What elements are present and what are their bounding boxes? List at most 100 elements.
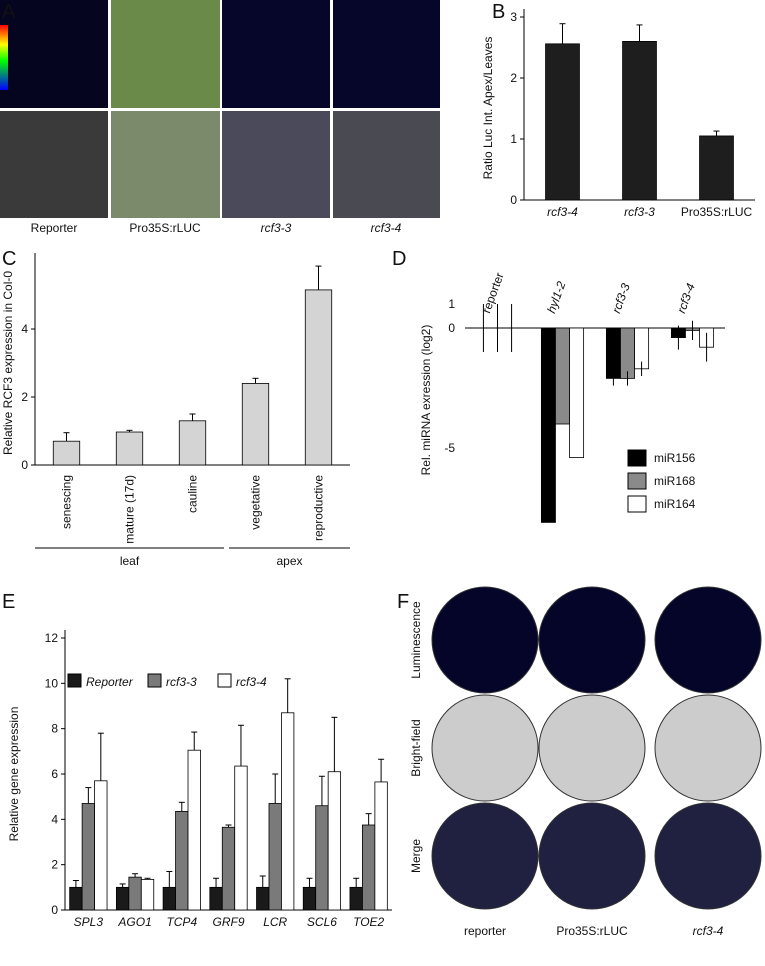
- y-tick-label: 1: [510, 132, 517, 146]
- panel-letter: A: [2, 1, 16, 23]
- x-tick-label: senescing: [60, 475, 74, 529]
- x-tick-label: cauline: [186, 475, 200, 513]
- y-tick-label: 2: [510, 71, 517, 85]
- x-tick-label: reproductive: [312, 475, 326, 541]
- legend-label: rcf3-3: [166, 675, 197, 689]
- x-tick-label: vegetative: [249, 475, 263, 530]
- y-tick-label: 4: [21, 322, 28, 336]
- bar: [115, 431, 144, 466]
- x-tick-label: rcf3-3: [624, 205, 655, 219]
- panel-letter: F: [397, 591, 409, 613]
- bar: [268, 803, 282, 911]
- legend-label: miR168: [654, 474, 696, 488]
- image-label: Reporter: [31, 221, 78, 235]
- x-tick-label: rcf3-3: [609, 281, 633, 315]
- bar: [115, 886, 130, 911]
- x-tick-label: SPL3: [74, 915, 104, 929]
- image: [333, 111, 440, 218]
- legend-swatch: [217, 673, 232, 688]
- bar: [241, 382, 270, 466]
- column-label: Pro35S:rLUC: [556, 924, 628, 938]
- y-tick-label: 6: [51, 767, 58, 781]
- bar: [622, 41, 657, 201]
- row-label: Bright-field: [409, 719, 423, 776]
- bar: [545, 43, 580, 201]
- legend-swatch: [67, 673, 82, 688]
- y-tick-label: 12: [45, 631, 59, 645]
- x-tick-label: rcf3-4: [674, 281, 698, 315]
- image: [333, 0, 440, 108]
- image: [538, 802, 646, 910]
- y-tick-label: 2: [51, 858, 58, 872]
- x-tick-label: LCR: [263, 915, 287, 929]
- panel-letter: B: [492, 1, 505, 23]
- x-tick-label: TOE2: [353, 915, 384, 929]
- image: [538, 694, 646, 802]
- bar: [327, 771, 342, 911]
- image: [538, 586, 646, 694]
- bar: [620, 327, 635, 379]
- y-tick-label: 4: [51, 812, 58, 826]
- image: [0, 0, 108, 108]
- bar: [52, 440, 81, 466]
- image: [654, 802, 762, 910]
- bar: [349, 886, 363, 911]
- image: [222, 111, 330, 218]
- bar: [162, 886, 176, 911]
- panel-letter: C: [2, 248, 16, 270]
- bar: [569, 327, 585, 459]
- image: [431, 586, 539, 694]
- y-axis-label: Rel. miRNA exression (log2): [419, 325, 433, 476]
- group-label: apex: [276, 554, 302, 568]
- bar: [256, 886, 270, 911]
- image-label: Pro35S:rLUC: [129, 221, 201, 235]
- legend-swatch: [627, 472, 647, 490]
- y-axis-label: Ratio Luc Int. Apex/Leaves: [481, 37, 495, 180]
- column-label: rcf3-4: [693, 924, 724, 938]
- y-tick-label: 0: [448, 321, 455, 335]
- bar: [302, 886, 317, 911]
- bar: [540, 327, 556, 523]
- bar: [304, 289, 333, 466]
- bar: [234, 765, 248, 911]
- bar: [175, 811, 189, 911]
- column-label: reporter: [464, 924, 506, 938]
- color-scale: [0, 25, 8, 90]
- image: [654, 694, 762, 802]
- y-tick-label: 0: [21, 458, 28, 472]
- image-label: rcf3-4: [371, 221, 402, 235]
- x-tick-label: AGO1: [117, 915, 151, 929]
- image: [111, 111, 220, 218]
- bar: [209, 886, 223, 911]
- image-label: rcf3-3: [261, 221, 292, 235]
- x-tick-label: Pro35S:rLUC: [681, 205, 753, 219]
- group-label: leaf: [120, 554, 140, 568]
- y-axis-label: Relative gene expression: [7, 707, 21, 842]
- x-tick-label: TCP4: [166, 915, 197, 929]
- bar: [69, 886, 83, 911]
- legend-label: Reporter: [86, 675, 134, 689]
- row-label: Luminescence: [409, 601, 423, 679]
- bar: [128, 876, 142, 911]
- bar: [81, 803, 95, 911]
- legend-label: miR164: [654, 497, 696, 511]
- y-tick-label: 2: [21, 390, 28, 404]
- row-label: Merge: [409, 839, 423, 873]
- image: [0, 111, 108, 218]
- bar: [362, 824, 376, 911]
- bar: [555, 327, 570, 425]
- bar: [315, 805, 329, 911]
- legend-label: miR156: [654, 451, 696, 465]
- x-tick-label: hyl1-2: [544, 279, 568, 315]
- x-tick-label: mature (17d): [123, 475, 137, 544]
- legend-swatch: [147, 673, 162, 688]
- bar: [221, 826, 236, 911]
- legend-swatch: [627, 449, 647, 467]
- y-tick-label: -5: [444, 441, 455, 455]
- y-tick-label: 10: [45, 676, 59, 690]
- panel-letter: D: [392, 248, 406, 270]
- legend-label: rcf3-4: [236, 675, 267, 689]
- y-axis-label: Relative RCF3 expression in Col-0: [1, 271, 15, 455]
- image: [431, 802, 539, 910]
